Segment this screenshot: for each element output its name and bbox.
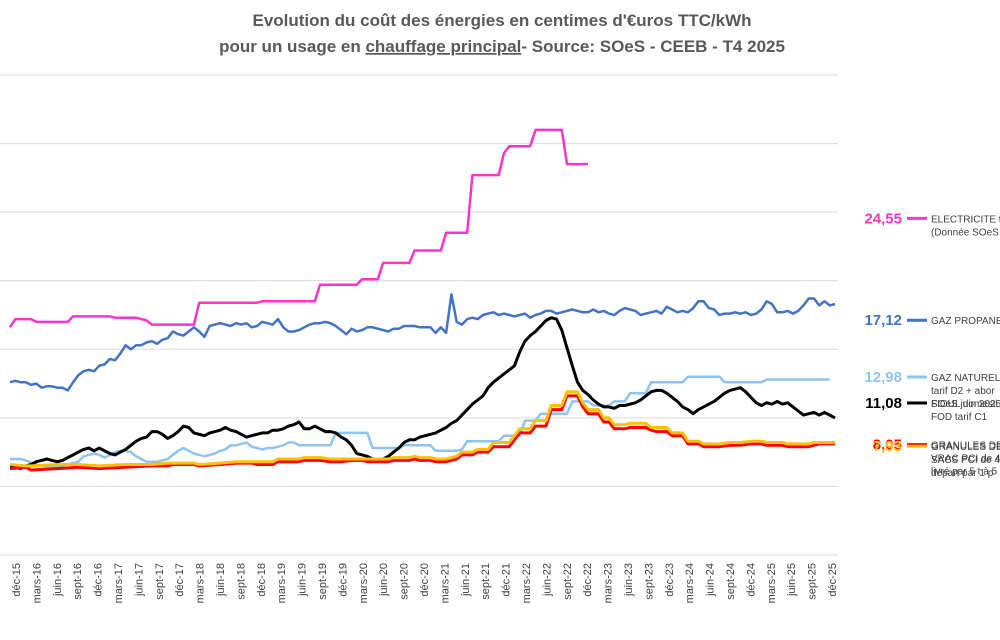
- x-tick-label: mars-24: [684, 563, 696, 603]
- x-tick-label: juin-18: [215, 563, 227, 597]
- series-name-label: SACS PCI de 46: [931, 455, 1000, 466]
- series-name-label: (Donnée SOeS: [931, 227, 999, 238]
- series-labels: 24,55 ELECTRICITE ta (Donnée SOeS 17,12 GAZ …: [864, 210, 1000, 479]
- x-tick-label: juin-16: [52, 563, 64, 597]
- series-value-label: 17,12: [864, 312, 902, 329]
- x-tick-label: sept-19: [317, 563, 329, 600]
- series-line-1: [8, 128, 588, 328]
- series-name-label: FOD tarif C1: [931, 412, 988, 423]
- x-tick-label: mars-20: [358, 563, 370, 603]
- chart-title-line-2: pour un usage en chauffage principal- So…: [219, 37, 785, 56]
- series-name-label: FIOUL domesti: [931, 399, 998, 410]
- x-tick-label: mars-21: [439, 563, 451, 603]
- series-name-label: SOeS juin 2025: [931, 399, 1000, 410]
- series-name-label: ELECTRICITE ta: [931, 214, 1000, 225]
- x-tick-label: sept-18: [235, 563, 247, 600]
- x-tick-label: sept-21: [480, 563, 492, 600]
- series-line-3: [10, 375, 830, 469]
- x-tick-label: sept-20: [399, 563, 411, 600]
- chart-title-line-1: Evolution du coût des énergies en centim…: [252, 11, 751, 30]
- series-name-label: GRANULES DE: [931, 442, 1000, 453]
- series-name-label: départ par 1 p: [931, 468, 994, 479]
- x-tick-label: sept-16: [72, 563, 84, 600]
- series-value-label: 11,08: [865, 395, 902, 412]
- x-tick-label: mars-23: [603, 563, 615, 603]
- series-value-label: 7,93: [873, 438, 902, 455]
- x-tick-label: juin-17: [133, 563, 145, 597]
- x-axis-ticks: déc-15 mars-16 juin-16 sept-16 déc-16 mars-17…: [11, 563, 839, 603]
- series-line-6: [9, 390, 835, 468]
- series-name-label: GRANULES DE: [931, 441, 1000, 452]
- x-tick-label: sept-17: [154, 563, 166, 600]
- x-tick-label: mars-19: [276, 563, 288, 603]
- x-tick-label: mars-22: [521, 563, 533, 603]
- series-line-2: [9, 293, 836, 392]
- x-tick-label: déc-21: [501, 563, 513, 597]
- series-value-label: 24,55: [864, 210, 902, 227]
- title-suffix: - Source: SOeS - CEEB - T4 2025: [521, 37, 785, 56]
- x-tick-label: déc-18: [256, 563, 268, 597]
- x-tick-label: déc-24: [745, 563, 757, 597]
- series-name-label: GAZ NATUREL: [931, 373, 1000, 384]
- x-tick-label: juin-20: [378, 563, 390, 597]
- x-tick-label: sept-24: [725, 563, 737, 600]
- x-tick-label: déc-22: [582, 563, 594, 597]
- x-tick-label: déc-15: [11, 563, 23, 597]
- x-tick-label: juin-22: [541, 563, 553, 597]
- x-tick-label: mars-25: [766, 563, 778, 603]
- x-tick-label: mars-16: [31, 563, 43, 603]
- title-underlined: chauffage principal: [365, 37, 521, 56]
- series-name-label: VRAC PCI de 4: [931, 454, 1000, 465]
- x-tick-label: juin-23: [623, 563, 635, 597]
- x-tick-label: déc-25: [827, 563, 839, 597]
- x-tick-label: déc-19: [337, 563, 349, 597]
- x-tick-label: mars-17: [113, 563, 125, 603]
- series-lines: [8, 128, 836, 472]
- series-value-label: 12,98: [864, 369, 902, 386]
- x-tick-label: sept-22: [562, 563, 574, 600]
- x-tick-label: déc-20: [419, 563, 431, 597]
- x-tick-label: déc-23: [664, 563, 676, 597]
- x-tick-label: déc-17: [174, 563, 186, 597]
- title-prefix: pour un usage en: [219, 37, 365, 56]
- x-tick-label: mars-18: [195, 563, 207, 603]
- x-tick-label: juin-21: [460, 563, 472, 597]
- x-tick-label: juin-25: [786, 563, 798, 597]
- x-tick-label: juin-19: [297, 563, 309, 597]
- series-name-label: GAZ PROPANE: [931, 316, 1000, 327]
- x-tick-label: déc-16: [93, 563, 105, 597]
- series-name-label: livré par 5 t à 5: [931, 467, 998, 478]
- x-tick-label: sept-23: [643, 563, 655, 600]
- series-line-4: [10, 316, 836, 471]
- x-tick-label: juin-24: [705, 563, 717, 597]
- x-tick-label: sept-25: [807, 563, 819, 600]
- series-name-label: tarif D2 + abor: [931, 386, 995, 397]
- series-value-label: 8,05: [873, 437, 902, 454]
- gridlines: [0, 74, 838, 556]
